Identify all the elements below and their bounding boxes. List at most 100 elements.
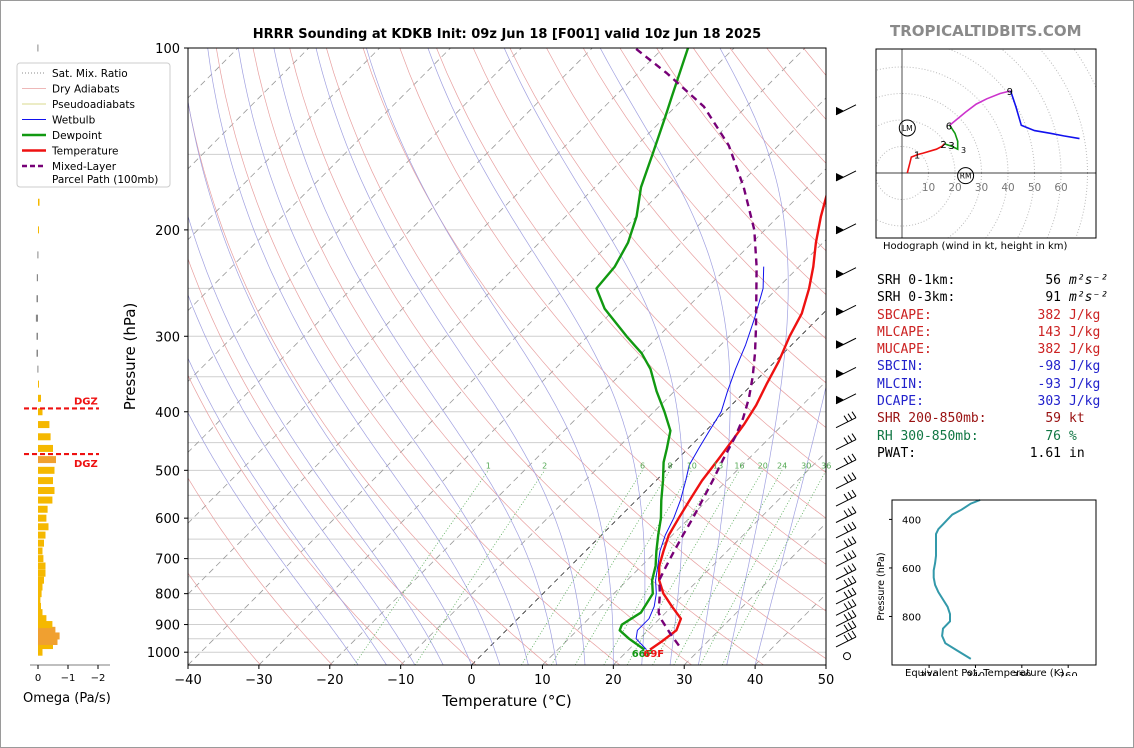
omega-bar (38, 466, 55, 474)
x-tick-label: 30 (676, 673, 693, 688)
stat-label: MUCAPE: (877, 342, 932, 358)
wind-barb-feather (847, 632, 853, 640)
x-tick-label: 40 (747, 673, 764, 688)
stat-row: MLCAPE: 143 J/kg (877, 324, 1108, 341)
wind-barb-feather (851, 587, 857, 595)
wind-barb-feather (847, 474, 853, 481)
wind-barb-feather (847, 435, 853, 442)
hodo-trace (906, 143, 945, 174)
wind-barb-feather (851, 506, 857, 513)
hodo-height-label: 3 (948, 141, 954, 152)
omega-bar (38, 523, 49, 531)
omega-bar (36, 349, 38, 357)
stat-label: MLCIN: (877, 376, 924, 392)
hodo-height-label: 6 (946, 121, 952, 132)
hodo-ring-label: 20 (948, 182, 961, 194)
wind-barb-feather (843, 591, 849, 599)
y-axis-label: Pressure (hPa) (121, 303, 139, 411)
theta-e-y-tick-label: 400 (902, 515, 921, 526)
wind-barb (835, 620, 857, 638)
wind-barb-feather (843, 510, 849, 517)
omega-bar (38, 456, 56, 464)
theta-e-y-tick-label: 600 (902, 564, 921, 575)
omega-bar (38, 531, 46, 539)
y-tick-label: 400 (155, 406, 180, 421)
stat-label: SHR 200-850mb: (877, 411, 987, 427)
omega-bar (38, 496, 53, 504)
hodo-frame (875, 48, 1097, 239)
omega-bar (38, 576, 44, 584)
brand-watermark: TROPICALTIDBITS.COM (890, 22, 1082, 40)
wind-barb (835, 575, 857, 593)
omega-bar (38, 615, 47, 623)
mixing-ratio-line (652, 470, 764, 665)
wind-barb-staff (835, 459, 857, 471)
storm-motion-marker (898, 119, 916, 137)
stat-value: 56 (1045, 273, 1061, 288)
dry-adiabat-line (362, 48, 826, 612)
wind-barb-feather (843, 554, 849, 561)
wind-barb-feather (843, 493, 849, 501)
wind-barb-feather (847, 565, 853, 572)
y-tick-label: 600 (155, 512, 180, 527)
hodo-ring (876, 66, 1009, 238)
hodo-height-label-small: 3 (961, 146, 966, 155)
x-tick-label: 50 (818, 673, 835, 688)
temperature-line (649, 192, 826, 651)
theta-e-x-tick-label: 350 (1012, 671, 1031, 676)
moist-adiabat-line (427, 48, 646, 665)
mixing-ratio-line (353, 470, 489, 665)
x-tick-label: 0 (467, 673, 475, 688)
hodo-ring (876, 93, 982, 238)
omega-bar (38, 408, 43, 416)
omega-bar (35, 314, 38, 322)
stat-unit: J/kg (1069, 324, 1101, 340)
wind-barb-feather (851, 575, 857, 583)
stat-row: SBCIN: -98 J/kg (877, 358, 1108, 375)
wind-barb-feather (843, 457, 849, 465)
wind-barb-feather (843, 437, 849, 444)
stat-row: SHR 200-850mb: 59 kt (877, 410, 1108, 427)
stat-label: DCAPE: (877, 394, 924, 410)
stat-label: SBCIN: (877, 359, 924, 375)
wind-barb-feather (847, 413, 853, 420)
hodo-height-label: 2 (940, 140, 946, 151)
hodo-ring-label: 40 (1001, 182, 1014, 194)
wind-barb-feather (851, 453, 857, 461)
omega-bar (38, 198, 40, 206)
moist-adiabat-line (273, 48, 557, 665)
wind-barb (835, 433, 857, 451)
wind-barb-staff (835, 512, 857, 523)
wind-barb (835, 337, 857, 349)
hodo-ring-label: 10 (922, 182, 935, 194)
x-tick-label: −30 (245, 673, 272, 688)
wind-barb-flag (836, 307, 844, 316)
mixing-ratio-line (414, 470, 546, 665)
omega-panel: DGZ DGZ 0 −1 −2 (24, 44, 110, 684)
mixing-ratio-label: 16 (734, 461, 744, 470)
dgz-label: DGZ (74, 396, 98, 407)
wind-barb-feather (847, 538, 853, 545)
omega-bar (38, 226, 39, 234)
hodo-trace (949, 90, 1011, 126)
theta-e-frame (891, 499, 1097, 666)
dry-adiabat-line (188, 572, 261, 665)
stat-unit: kt (1069, 411, 1085, 427)
dry-adiabat-line (582, 48, 826, 340)
mixing-ratio-line (603, 470, 719, 665)
hodo-trace (944, 124, 959, 151)
x-tick-label: −40 (174, 673, 201, 688)
x-tick-label: −20 (316, 673, 343, 688)
stat-unit: J/kg (1069, 359, 1101, 375)
wind-barb-feather (847, 601, 853, 608)
legend-label: Mixed-Layer (52, 161, 117, 173)
dry-adiabat-line (252, 48, 693, 665)
omega-x-tick-label: −2 (91, 673, 106, 684)
moist-adiabat-line (188, 411, 359, 665)
omega-bar (38, 380, 39, 388)
stat-row: RH 300-850mb: 76% (877, 428, 1108, 445)
omega-bar (38, 602, 41, 610)
dry-adiabat-line (188, 374, 405, 665)
hodo-height-label: 1 (914, 150, 920, 161)
storm-motion-label: RM (960, 172, 972, 181)
